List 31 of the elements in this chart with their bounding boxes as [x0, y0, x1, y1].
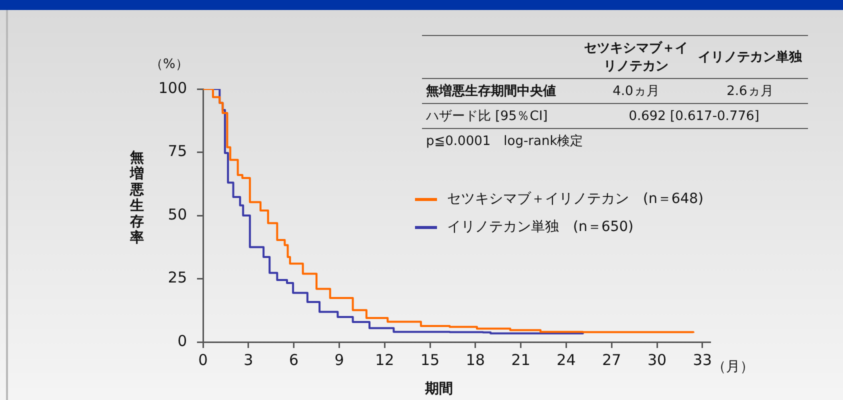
y-tick-label: 0 — [177, 332, 187, 350]
x-tick-label: 33 — [692, 350, 712, 369]
text: （月） — [712, 358, 754, 376]
annotation: 無増悪生存期間中央値 — [422, 78, 580, 104]
text: 2.6ヵ月 — [726, 84, 774, 99]
y-tick-label: 50 — [168, 205, 187, 224]
x-tick-label: 30 — [647, 350, 667, 369]
x-tick-label: 15 — [420, 350, 440, 369]
legend-label: イリノテカン単独 (n＝650) — [446, 218, 634, 236]
annotation: 4.0ヵ月 — [580, 78, 692, 104]
legend-label: セツキシマブ＋イリノテカン (n＝648) — [446, 190, 704, 208]
x-tick-label: 24 — [556, 350, 576, 369]
x-tick-label: 12 — [375, 350, 394, 369]
text: イリノテカン単独 — [698, 50, 802, 65]
x-tick-label: 9 — [334, 350, 344, 369]
y-tick-label: 25 — [168, 268, 187, 287]
annotation: 0.692 [0.617-0.776] — [580, 104, 808, 128]
x-tick-label: 27 — [602, 350, 622, 369]
y-tick-label: 75 — [168, 142, 187, 160]
y-axis-title: 無増悪生存率 — [130, 150, 144, 246]
annotation: p≦0.0001 log-rank検定 — [425, 133, 584, 151]
x-tick-label: 0 — [198, 350, 208, 369]
x-tick-label: 6 — [289, 350, 299, 369]
x-tick-label: 21 — [511, 350, 530, 369]
text: セツキシマブ＋イリノテカン — [584, 41, 688, 74]
x-tick-label: 3 — [244, 350, 254, 369]
annotation: ハザード比 [95％CI] — [422, 104, 580, 128]
y-tick-label: 100 — [158, 78, 187, 97]
text: （%） — [150, 56, 188, 73]
x-axis-title: 期間 — [425, 380, 453, 398]
x-tick-label: 18 — [466, 350, 485, 369]
